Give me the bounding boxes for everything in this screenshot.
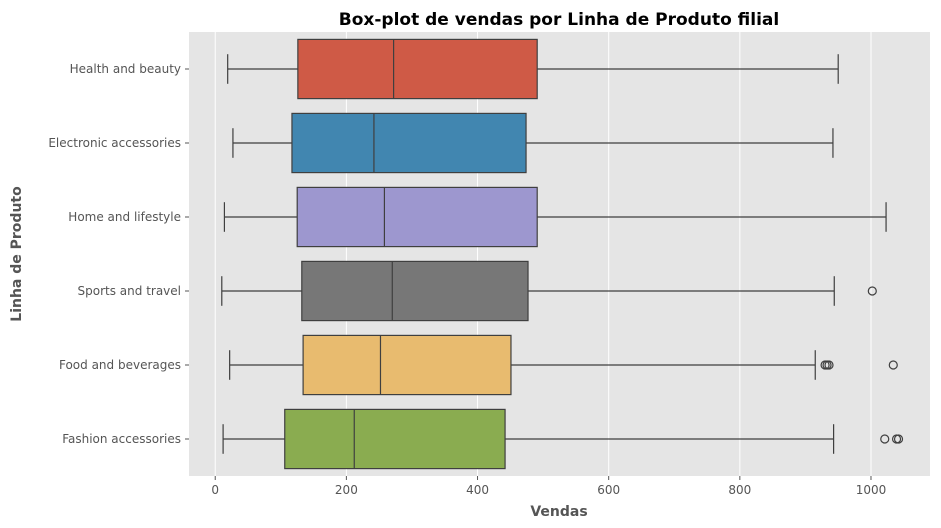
- gridlines: [214, 32, 872, 476]
- box-iqr: [284, 408, 506, 470]
- box-sports-and-travel: [221, 260, 877, 322]
- outlier-point: [824, 360, 834, 370]
- x-tick-label: 0: [211, 483, 219, 497]
- y-tick-label: Food and beverages: [59, 358, 181, 372]
- box-health-and-beauty: [227, 38, 839, 100]
- box-iqr: [302, 334, 512, 396]
- box-series: [221, 38, 904, 470]
- y-axis-label: Linha de Produto: [9, 186, 25, 322]
- plot-area: [189, 32, 930, 476]
- x-tick-label: 400: [466, 483, 489, 497]
- outlier-point: [888, 360, 898, 370]
- x-tick-label: 600: [597, 483, 620, 497]
- box-iqr: [291, 112, 527, 174]
- x-tick-label: 800: [728, 483, 751, 497]
- x-tick-label: 1000: [856, 483, 887, 497]
- outlier-point: [893, 434, 904, 444]
- x-tick-label: 200: [335, 483, 358, 497]
- box-iqr: [301, 260, 529, 322]
- box-iqr: [296, 186, 538, 248]
- y-tick-label: Electronic accessories: [48, 136, 181, 150]
- chart-title: Box-plot de vendas por Linha de Produto …: [339, 10, 779, 30]
- box-iqr: [297, 38, 538, 100]
- box-fashion-accessories: [222, 408, 904, 470]
- y-tick-label: Home and lifestyle: [68, 210, 181, 224]
- outlier-point: [867, 286, 877, 296]
- y-axis-ticks: Health and beauty Electronic accessories H…: [48, 62, 189, 446]
- x-axis-ticks: 0 200 400 600 800 1000: [211, 476, 886, 497]
- x-axis-label: Vendas: [530, 504, 587, 520]
- outlier-point: [880, 434, 890, 444]
- box-home-and-lifestyle: [223, 186, 887, 248]
- y-tick-label: Sports and travel: [78, 284, 181, 298]
- box-food-and-beverages: [229, 334, 898, 396]
- box-electronic-accessories: [232, 112, 834, 174]
- y-tick-label: Health and beauty: [70, 62, 181, 76]
- y-tick-label: Fashion accessories: [62, 432, 181, 446]
